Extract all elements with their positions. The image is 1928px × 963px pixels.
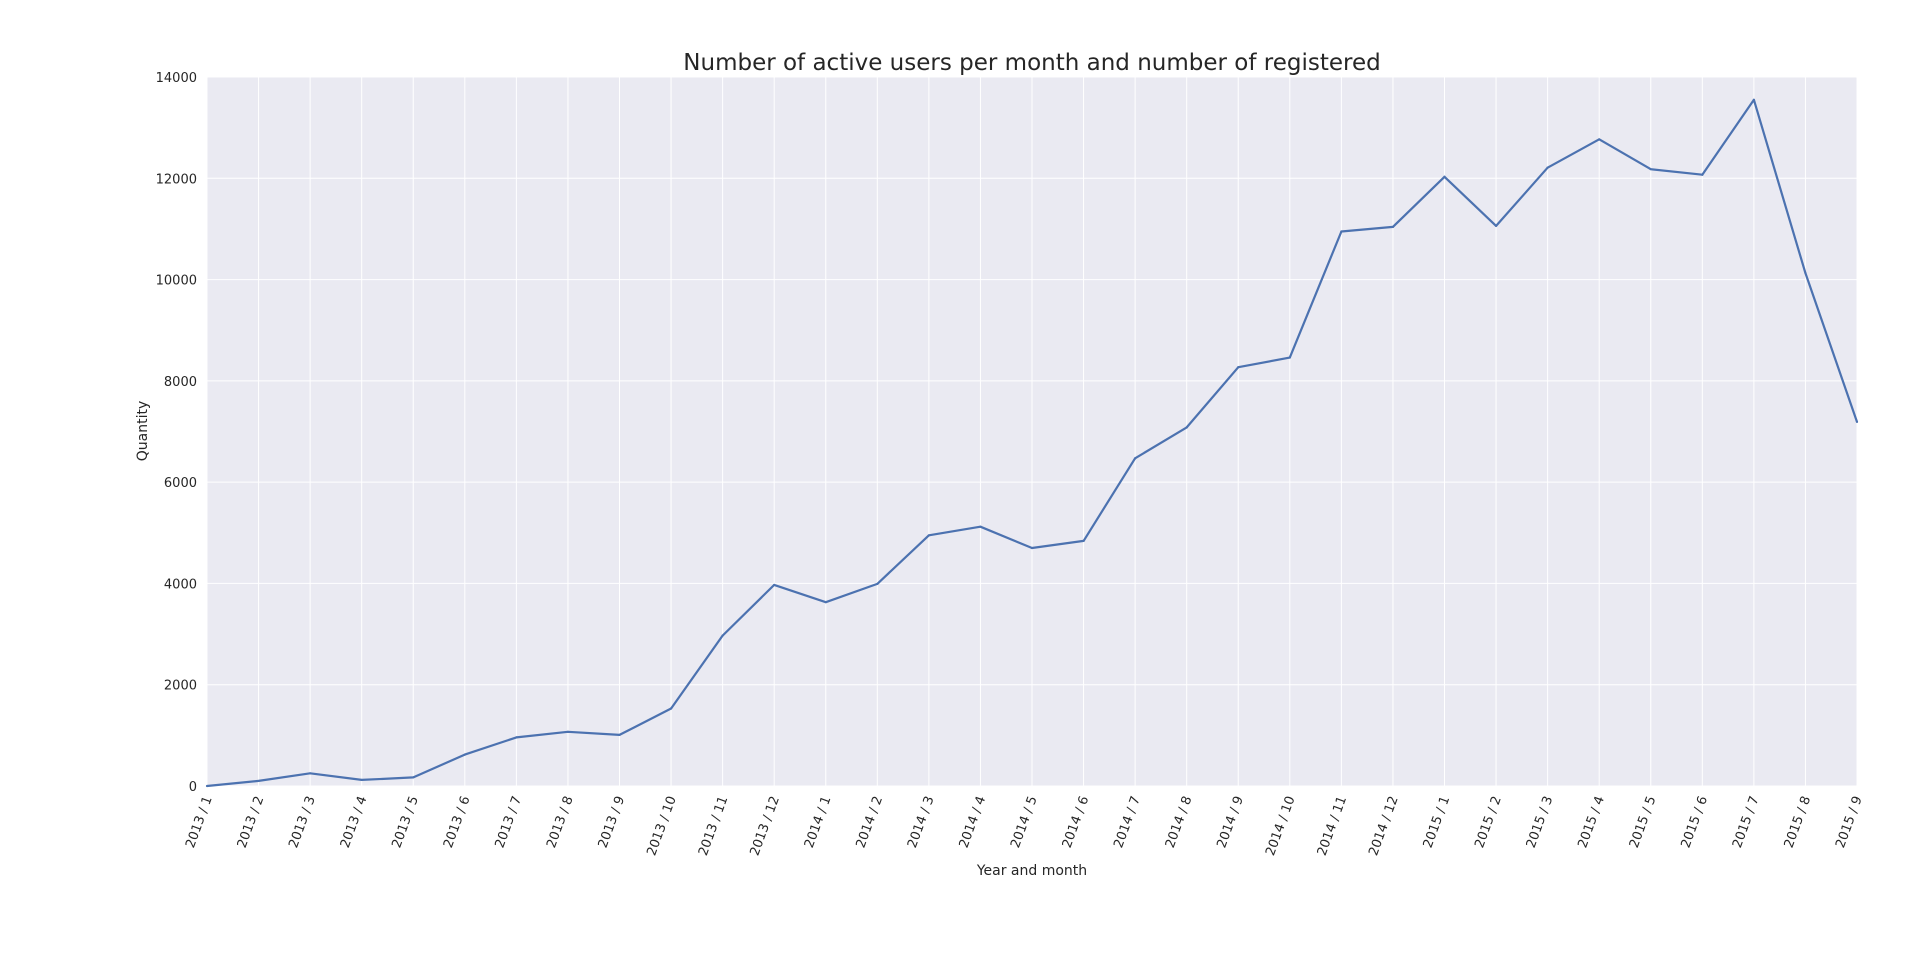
y-tick-labels: 0 2000 4000 6000 8000 10000 12000 14000 — [156, 71, 197, 795]
data-point — [257, 779, 260, 783]
data-point — [618, 733, 621, 736]
data-point — [566, 730, 570, 733]
x-tick-label: 2014 / 3 — [905, 794, 938, 850]
data-point — [669, 707, 673, 710]
data-point — [1598, 138, 1601, 141]
x-tick-label: 2013 / 8 — [544, 794, 577, 850]
x-tick-label: 2013 / 2 — [235, 794, 268, 850]
x-tick-label: 2013 / 1 — [183, 794, 216, 850]
y-axis-label: Quantity — [135, 401, 151, 462]
data-point — [876, 582, 879, 586]
y-tick-label: 2000 — [164, 679, 197, 694]
data-point — [773, 583, 776, 587]
x-tick-label: 2013 / 4 — [338, 794, 371, 850]
data-point — [927, 534, 930, 537]
data-point — [1340, 230, 1343, 233]
x-tick-labels: 2013 / 1 2013 / 2 2013 / 3 2013 / 4 2013 / 5… — [183, 794, 1866, 858]
x-tick-label: 2013 / 11 — [696, 794, 731, 858]
x-tick-label: 2015 / 3 — [1524, 794, 1557, 850]
x-tick-label: 2014 / 1 — [802, 794, 835, 850]
x-tick-label: 2015 / 6 — [1679, 794, 1712, 850]
x-tick-label: 2015 / 8 — [1782, 794, 1815, 850]
x-tick-label: 2014 / 7 — [1111, 794, 1144, 850]
x-tick-label: 2015 / 7 — [1730, 794, 1763, 850]
x-tick-label: 2014 / 9 — [1214, 794, 1247, 850]
x-tick-label: 2013 / 9 — [596, 794, 629, 850]
data-point — [205, 784, 209, 788]
data-point — [1030, 546, 1034, 550]
x-tick-label: 2015 / 5 — [1627, 794, 1660, 850]
x-tick-label: 2014 / 8 — [1163, 794, 1196, 850]
x-tick-label: 2014 / 11 — [1315, 794, 1350, 858]
data-point — [1855, 420, 1859, 423]
x-tick-label: 2015 / 1 — [1421, 794, 1454, 850]
data-point — [1288, 356, 1291, 359]
data-point — [979, 525, 982, 528]
x-axis-label: Year and month — [976, 863, 1087, 879]
x-tick-label: 2015 / 9 — [1833, 794, 1866, 850]
x-tick-label: 2014 / 4 — [957, 794, 990, 850]
x-tick-label: 2013 / 5 — [389, 794, 422, 850]
data-point — [1701, 173, 1704, 176]
data-point — [1237, 366, 1240, 369]
data-point — [309, 772, 312, 775]
data-point — [412, 776, 415, 779]
x-tick-label: 2014 / 10 — [1263, 794, 1298, 858]
y-tick-label: 12000 — [156, 172, 197, 187]
data-point — [1804, 271, 1807, 275]
data-point — [1494, 224, 1498, 227]
x-tick-label: 2014 / 2 — [854, 794, 887, 850]
grid-lines — [206, 76, 1858, 787]
data-point — [721, 634, 724, 637]
data-point — [1546, 166, 1549, 169]
chart-title: Number of active users per month and num… — [683, 50, 1380, 76]
y-tick-label: 10000 — [156, 274, 197, 289]
y-tick-label: 0 — [189, 780, 197, 795]
x-tick-label: 2014 / 12 — [1366, 794, 1401, 858]
data-point — [360, 778, 363, 782]
y-tick-label: 8000 — [164, 375, 197, 390]
data-point — [1134, 457, 1137, 460]
y-tick-label: 6000 — [164, 476, 197, 491]
data-point — [1185, 426, 1188, 429]
data-point — [1752, 98, 1755, 101]
x-tick-label: 2013 / 3 — [286, 794, 319, 850]
y-tick-label: 14000 — [156, 71, 197, 86]
x-tick-label: 2013 / 6 — [441, 794, 474, 850]
series-layer — [205, 98, 1859, 788]
x-tick-label: 2013 / 12 — [748, 794, 783, 858]
x-tick-label: 2013 / 7 — [493, 794, 526, 850]
data-point — [1082, 539, 1085, 542]
x-tick-label: 2013 / 10 — [644, 794, 679, 858]
data-point — [824, 601, 827, 604]
data-point — [1391, 225, 1395, 229]
x-tick-label: 2015 / 2 — [1472, 794, 1505, 850]
x-tick-label: 2014 / 5 — [1008, 794, 1041, 850]
x-tick-label: 2014 / 6 — [1060, 794, 1093, 850]
data-point — [1649, 168, 1652, 171]
data-point — [515, 736, 518, 739]
data-point — [463, 753, 466, 756]
x-tick-label: 2015 / 4 — [1575, 794, 1608, 850]
data-point — [1443, 175, 1446, 178]
y-tick-label: 4000 — [164, 577, 197, 592]
